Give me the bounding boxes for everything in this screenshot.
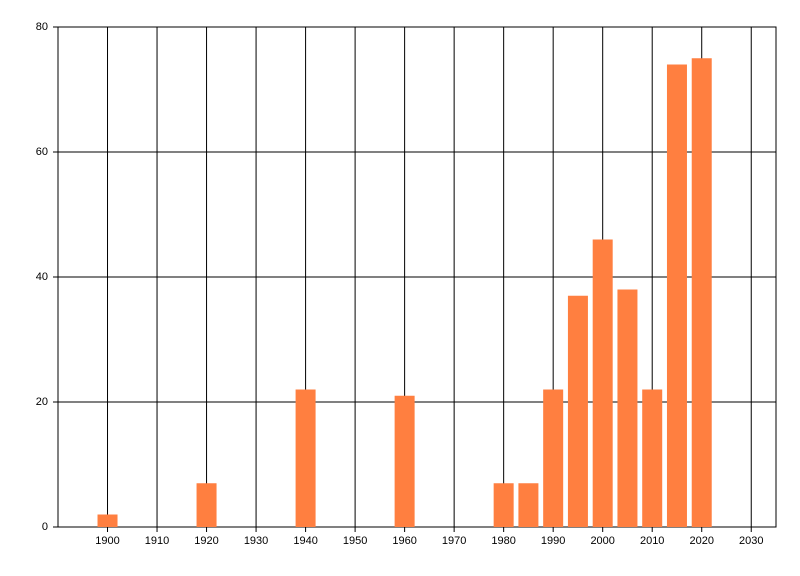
bar bbox=[97, 514, 118, 527]
bar bbox=[642, 389, 663, 527]
x-tick-label: 2020 bbox=[689, 535, 713, 547]
x-tick-label: 1980 bbox=[491, 535, 515, 547]
x-tick-label: 1960 bbox=[392, 535, 416, 547]
x-tick-label: 1920 bbox=[194, 535, 218, 547]
x-tick-label: 1930 bbox=[244, 535, 268, 547]
bar bbox=[691, 58, 712, 527]
x-tick-label: 1970 bbox=[442, 535, 466, 547]
x-tick-label: 1940 bbox=[293, 535, 317, 547]
y-tick-label: 60 bbox=[36, 146, 48, 158]
bar bbox=[666, 64, 687, 527]
bar bbox=[543, 389, 564, 527]
bar bbox=[617, 289, 638, 527]
y-tick-label: 80 bbox=[36, 21, 48, 33]
y-tick-label: 0 bbox=[42, 521, 48, 533]
x-tick-label: 2030 bbox=[739, 535, 763, 547]
bar bbox=[295, 389, 316, 527]
y-tick-label: 40 bbox=[36, 271, 48, 283]
x-tick-label: 2000 bbox=[590, 535, 614, 547]
x-tick-label: 1950 bbox=[343, 535, 367, 547]
bar bbox=[196, 483, 217, 527]
x-tick-label: 1910 bbox=[145, 535, 169, 547]
x-tick-label: 1990 bbox=[541, 535, 565, 547]
bar bbox=[592, 239, 613, 527]
bar bbox=[394, 395, 415, 527]
bar bbox=[518, 483, 539, 527]
x-tick-label: 2010 bbox=[640, 535, 664, 547]
bar bbox=[567, 295, 588, 527]
bar bbox=[493, 483, 514, 527]
y-tick-label: 20 bbox=[36, 396, 48, 408]
x-tick-label: 1900 bbox=[95, 535, 119, 547]
